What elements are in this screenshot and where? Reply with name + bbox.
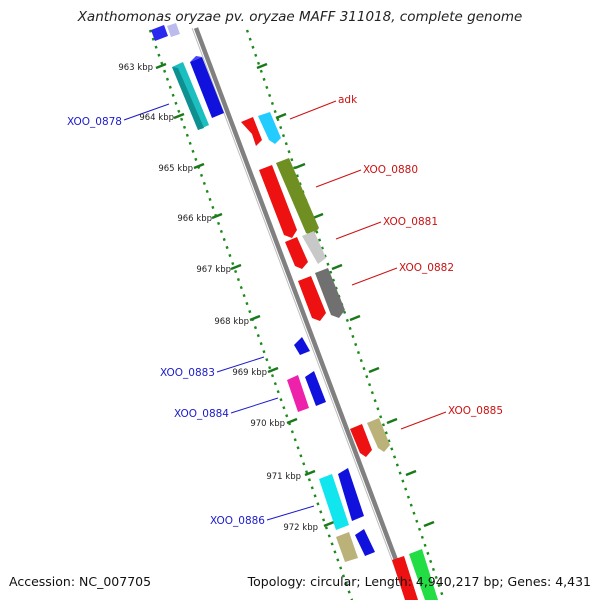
gene-label-xoo-0886: XOO_0886 bbox=[210, 515, 265, 527]
gene-arrow bbox=[241, 117, 262, 146]
gene-arrow bbox=[190, 57, 224, 118]
kbp-label: 964 kbp bbox=[139, 113, 174, 123]
kbp-ticks-forward bbox=[155, 62, 335, 528]
gene-arrow bbox=[151, 25, 168, 41]
gene-arrow bbox=[285, 237, 308, 269]
kbp-label: 971 kbp bbox=[266, 472, 301, 482]
gene-arrow bbox=[276, 158, 319, 236]
lane-borders bbox=[148, 29, 446, 600]
kbp-label: 969 kbp bbox=[232, 368, 267, 378]
gene-arrow bbox=[302, 231, 326, 264]
topology-text: Topology: circular; Length: 4,940,217 bp… bbox=[247, 574, 591, 589]
forward-gene-labels: XOO_0878 XOO_0883 XOO_0884 XOO_0886 bbox=[67, 116, 265, 527]
gene-label-xoo-0884: XOO_0884 bbox=[174, 408, 229, 420]
kbp-label: 966 kbp bbox=[177, 214, 212, 224]
gene-label-xoo-0881: XOO_0881 bbox=[383, 216, 438, 228]
gene-arrow bbox=[259, 165, 297, 238]
gene-arrow bbox=[190, 56, 202, 62]
kbp-label: 967 kbp bbox=[196, 265, 231, 275]
forward-genes bbox=[151, 23, 375, 562]
gene-label-xoo-0885: XOO_0885 bbox=[448, 405, 503, 417]
outer-reverse-border bbox=[245, 29, 446, 600]
gene-arrow bbox=[258, 112, 281, 144]
gene-arrow bbox=[392, 556, 418, 600]
accession-text: Accession: NC_007705 bbox=[9, 574, 152, 589]
gene-arrow bbox=[172, 67, 204, 130]
gene-arrow bbox=[367, 418, 390, 452]
kbp-ticks-reverse bbox=[256, 62, 435, 528]
kbp-label: 972 kbp bbox=[283, 523, 318, 533]
gene-label-adk: adk bbox=[338, 94, 358, 106]
outer-forward-border bbox=[148, 29, 354, 600]
gene-label-xoo-0883: XOO_0883 bbox=[160, 367, 215, 379]
gene-arrow bbox=[355, 529, 375, 556]
gene-arrow bbox=[409, 549, 438, 600]
gene-arrow bbox=[315, 268, 345, 318]
kbp-label: 963 kbp bbox=[118, 63, 153, 73]
forward-leader-lines bbox=[123, 103, 315, 521]
gene-label-xoo-0882: XOO_0882 bbox=[399, 262, 454, 274]
gene-arrow bbox=[336, 532, 358, 562]
kbp-labels: 963 kbp 964 kbp 965 kbp 966 kbp 967 kbp … bbox=[118, 63, 318, 533]
gene-arrow bbox=[167, 23, 180, 37]
gene-arrow bbox=[319, 474, 349, 530]
genome-backbone bbox=[193, 27, 414, 600]
reverse-gene-labels: adk XOO_0880 XOO_0881 XOO_0882 XOO_0885 bbox=[338, 94, 503, 417]
genome-title: Xanthomonas oryzae pv. oryzae MAFF 31101… bbox=[77, 9, 523, 25]
gene-arrow bbox=[305, 371, 326, 406]
gene-arrow bbox=[350, 424, 372, 457]
gene-arrow bbox=[287, 375, 309, 412]
kbp-label: 965 kbp bbox=[158, 164, 193, 174]
gene-arrow bbox=[294, 337, 310, 355]
kbp-label: 970 kbp bbox=[250, 419, 285, 429]
reverse-leader-lines bbox=[289, 100, 447, 430]
gene-arrow bbox=[338, 468, 364, 521]
reverse-genes bbox=[241, 112, 438, 600]
gene-label-xoo-0878: XOO_0878 bbox=[67, 116, 122, 128]
gene-arrow bbox=[298, 276, 326, 321]
kbp-label: 968 kbp bbox=[214, 317, 249, 327]
gene-label-xoo-0880: XOO_0880 bbox=[363, 164, 418, 176]
